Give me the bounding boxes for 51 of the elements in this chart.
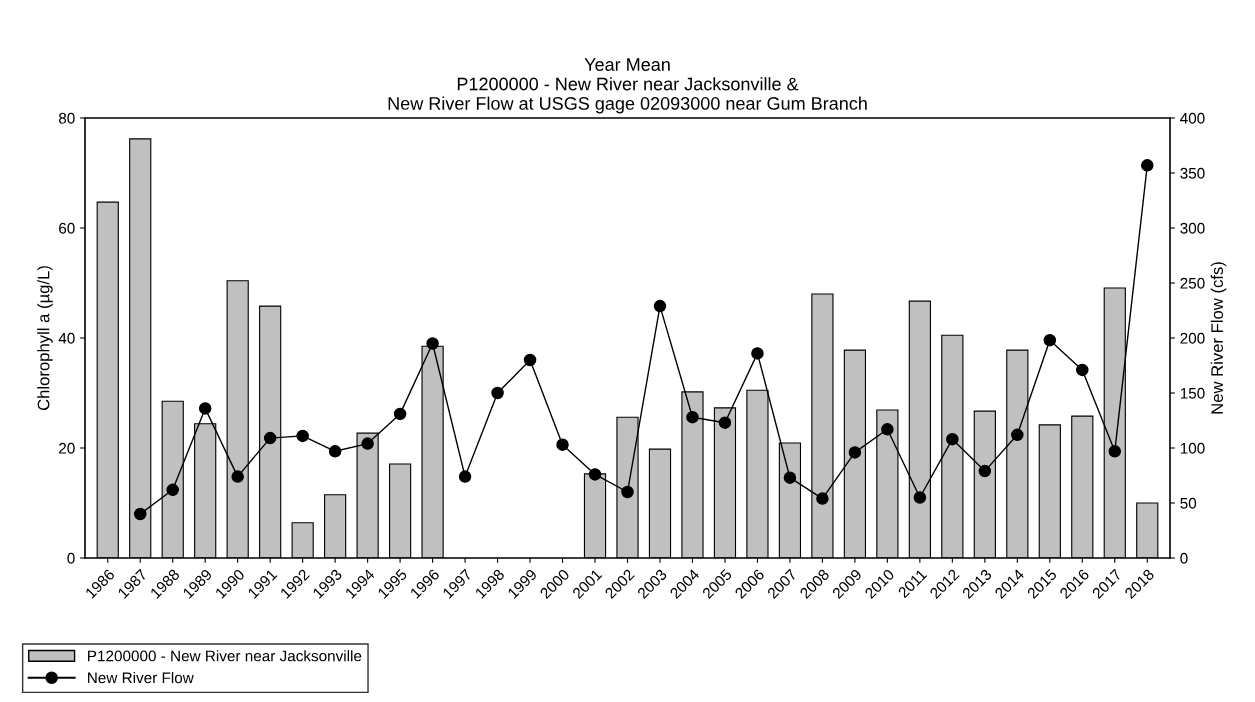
y2-tick-label: 300 [1180, 222, 1205, 234]
point [686, 410, 699, 424]
point [263, 431, 277, 445]
y2-tick-label: 50 [1180, 497, 1197, 509]
point [783, 471, 797, 484]
y-tick-label: 60 [59, 222, 75, 234]
point [1108, 445, 1122, 458]
point [393, 407, 407, 421]
point [231, 470, 244, 483]
point [556, 438, 569, 451]
point [1141, 159, 1154, 172]
point [751, 347, 764, 360]
y2-tick-label: 0 [1180, 552, 1188, 564]
y2-tick-label: 400 [1180, 112, 1205, 124]
legend-label: New River Flow [88, 672, 194, 684]
y-tick-label: 20 [59, 442, 75, 454]
y2-tick-label: 350 [1180, 167, 1205, 179]
point [328, 445, 342, 458]
point [198, 402, 212, 415]
point [458, 470, 472, 483]
point [653, 299, 667, 313]
point [491, 386, 504, 400]
y2-tick-label: 200 [1180, 332, 1205, 344]
y2-axis-title: New River Flow (cfs) [1210, 262, 1227, 414]
point [718, 416, 732, 429]
point [296, 429, 309, 443]
legend-label: P1200000 - New River near Jacksonville [88, 650, 362, 662]
point [881, 423, 894, 436]
point [523, 353, 537, 367]
point [946, 432, 959, 446]
point [166, 483, 179, 497]
y-axis-title: Chlorophyll a (µg/L) [37, 266, 53, 411]
point [133, 507, 147, 521]
point [621, 485, 634, 499]
y-tick-label: 0 [67, 552, 75, 564]
point [913, 491, 927, 504]
y2-tick-label: 100 [1180, 442, 1205, 454]
point [848, 446, 862, 459]
point [588, 468, 602, 481]
point [361, 437, 374, 450]
chart-title: Year Mean P1200000 - New River near Jacksonville & New River Flow at USGS gage 02093000 near Gum Branch [388, 58, 867, 114]
y-tick-label: 40 [58, 332, 75, 344]
point [426, 337, 439, 350]
point [1011, 428, 1024, 442]
point [1076, 363, 1089, 377]
point [816, 492, 829, 505]
y2-tick-label: 250 [1180, 277, 1205, 289]
point [1043, 333, 1057, 347]
y2-tick-label: 150 [1180, 387, 1205, 399]
y-tick-label: 80 [58, 112, 75, 124]
point [978, 464, 992, 478]
